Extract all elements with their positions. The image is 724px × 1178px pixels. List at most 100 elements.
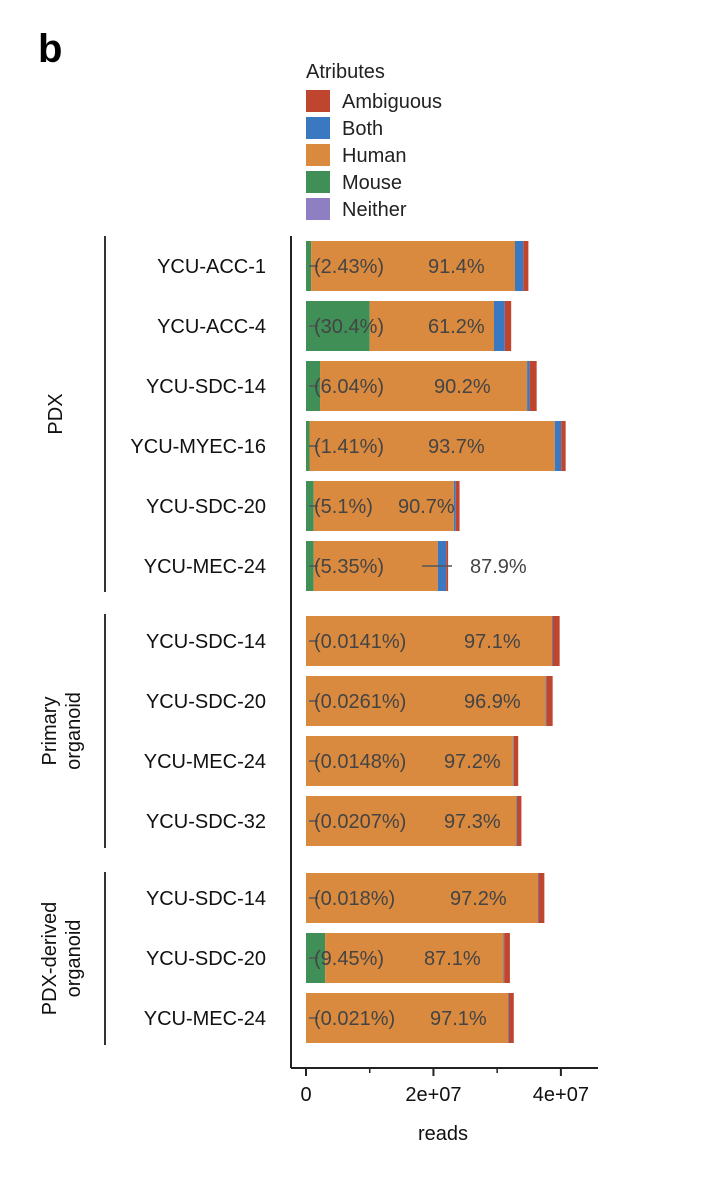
bar-segment-both xyxy=(493,301,505,351)
x-axis: 0 2e+07 4e+07 reads xyxy=(290,236,598,1145)
bar-segment-human xyxy=(320,361,528,411)
category-label: YCU-MEC-24 xyxy=(144,751,266,773)
human-pct-label: 97.2% xyxy=(450,888,507,910)
mouse-pct-label: (0.0148%) xyxy=(314,751,406,773)
category-label: YCU-SDC-14 xyxy=(146,631,266,653)
bar-segment-human xyxy=(306,796,517,846)
bar-segment-human xyxy=(306,616,552,666)
bar-segment-ambiguous xyxy=(513,736,519,786)
x-axis-title: reads xyxy=(418,1123,468,1145)
bar-segment-ambiguous xyxy=(561,421,566,471)
category-label: YCU-SDC-20 xyxy=(146,496,266,518)
bar-segment-ambiguous xyxy=(516,796,522,846)
x-tick-label: 4e+07 xyxy=(533,1084,589,1106)
mouse-pct-label: (0.0207%) xyxy=(314,811,406,833)
bar-segment-both xyxy=(508,993,509,1043)
mouse-pct-label: (5.1%) xyxy=(314,496,373,518)
legend-label-mouse: Mouse xyxy=(342,172,402,194)
bar-segment-ambiguous xyxy=(455,481,460,531)
bar-segment-human xyxy=(306,676,546,726)
legend-label-human: Human xyxy=(342,145,406,167)
group-label: Primary organoid xyxy=(39,692,85,770)
mouse-pct-label: (0.0261%) xyxy=(314,691,406,713)
human-pct-label: 61.2% xyxy=(428,316,485,338)
bar-segment-human xyxy=(313,481,454,531)
category-label: YCU-MYEC-16 xyxy=(130,436,266,458)
bar-segment-ambiguous xyxy=(508,993,514,1043)
category-label: YCU-ACC-1 xyxy=(157,256,266,278)
bar-segment-both xyxy=(513,736,514,786)
legend-swatch-neither xyxy=(306,198,330,220)
category-label: YCU-ACC-4 xyxy=(157,316,266,338)
bar-segment-ambiguous xyxy=(538,873,545,923)
mouse-pct-label: (30.4%) xyxy=(314,316,384,338)
bar-segment-human xyxy=(306,993,509,1043)
mouse-pct-label: (5.35%) xyxy=(314,556,384,578)
bar-segment-both xyxy=(453,481,456,531)
mouse-pct-label: (0.021%) xyxy=(314,1008,395,1030)
category-label: YCU-SDC-14 xyxy=(146,376,266,398)
human-pct-label: 97.3% xyxy=(444,811,501,833)
mouse-pct-label: (0.018%) xyxy=(314,888,395,910)
mouse-pct-label: (2.43%) xyxy=(314,256,384,278)
x-tick-label: 0 xyxy=(300,1084,311,1106)
human-pct-label: 97.1% xyxy=(430,1008,487,1030)
bar-segment-both xyxy=(545,676,547,726)
legend-swatch-both xyxy=(306,117,330,139)
legend-title: Atributes xyxy=(306,61,385,83)
bar-segment-ambiguous xyxy=(504,301,512,351)
legend-label-neither: Neither xyxy=(342,199,407,221)
bar-segment-human xyxy=(369,301,494,351)
legend: Atributes Ambiguous Both Human Mouse Neither xyxy=(306,61,442,221)
bar-segment-both xyxy=(527,361,530,411)
bar-segment-both xyxy=(554,421,562,471)
bar-segment-human xyxy=(306,736,514,786)
group-label-line: PDX xyxy=(45,393,67,434)
bar-segment-human xyxy=(325,933,504,983)
legend-label-both: Both xyxy=(342,118,383,140)
category-label: YCU-MEC-24 xyxy=(144,1008,266,1030)
bar-segment-ambiguous xyxy=(523,241,529,291)
category-label: YCU-SDC-20 xyxy=(146,691,266,713)
bar-segment-ambiguous xyxy=(504,933,510,983)
human-pct-label: 87.1% xyxy=(424,948,481,970)
panel-label: b xyxy=(38,27,62,71)
bar-segment-both xyxy=(515,241,524,291)
x-tick-label: 2e+07 xyxy=(405,1084,461,1106)
bar-segment-both xyxy=(516,796,517,846)
category-label: YCU-SDC-20 xyxy=(146,948,266,970)
group-label: PDX xyxy=(45,393,67,434)
legend-swatch-mouse xyxy=(306,171,330,193)
bar-segment-ambiguous xyxy=(552,616,560,666)
legend-swatch-human xyxy=(306,144,330,166)
mouse-pct-label: (9.45%) xyxy=(314,948,384,970)
group-label-line: organoid xyxy=(63,920,85,998)
data-labels: (2.43%) (30.4%) (6.04%) (1.41%) (5.1%) (5.35%… xyxy=(309,256,527,1030)
human-pct-label: 90.7% xyxy=(398,496,455,518)
bars xyxy=(306,241,566,1043)
legend-label-ambiguous: Ambiguous xyxy=(342,91,442,113)
human-pct-label: 97.1% xyxy=(464,631,521,653)
human-pct-label: 93.7% xyxy=(428,436,485,458)
category-label: YCU-MEC-24 xyxy=(144,556,266,578)
bar-segment-human xyxy=(306,873,538,923)
group-label-line: organoid xyxy=(63,692,85,770)
bar-segment-ambiguous xyxy=(529,361,537,411)
bar-segment-human xyxy=(313,541,438,591)
category-labels: YCU-ACC-1 YCU-ACC-4 YCU-SDC-14 YCU-MYEC-16 Y… xyxy=(130,256,266,1030)
legend-swatch-ambiguous xyxy=(306,90,330,112)
human-pct-label: 91.4% xyxy=(428,256,485,278)
human-pct-label: 96.9% xyxy=(464,691,521,713)
group-label-line: PDX-derived xyxy=(39,902,61,1015)
bar-segment-both xyxy=(537,873,539,923)
bar-segment-ambiguous xyxy=(546,676,553,726)
bar-segment-both xyxy=(551,616,553,666)
mouse-pct-label: (6.04%) xyxy=(314,376,384,398)
human-pct-label: 97.2% xyxy=(444,751,501,773)
bar-segment-mouse xyxy=(306,421,310,471)
bar-segment-human xyxy=(311,241,516,291)
category-label: YCU-SDC-32 xyxy=(146,811,266,833)
human-pct-label: 90.2% xyxy=(434,376,491,398)
